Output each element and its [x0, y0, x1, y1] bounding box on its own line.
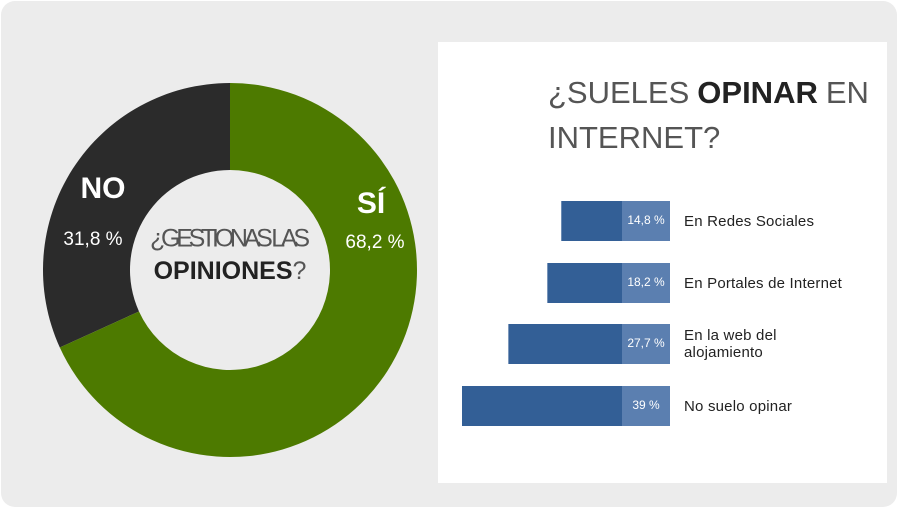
donut-slice [59, 83, 417, 457]
chart-title: ¿SUELES OPINAR EN [548, 75, 869, 110]
value-label-box [622, 386, 670, 426]
donut-chart: NO 31,8 % SÍ 68,2 % ¿GESTIONAS LAS OPINIONES? [42, 83, 417, 457]
center-text-bold: OPINIONES [154, 257, 293, 285]
title-part: OPINAR [697, 75, 818, 110]
slice-value-label: 31,8 % [63, 229, 122, 250]
value-label-box [622, 263, 670, 303]
slice-label: NO [81, 172, 126, 205]
bar-value-label: 39 % [632, 398, 660, 412]
slice-value-label: 68,2 % [345, 232, 404, 253]
bar-value-label: 18,2 % [627, 275, 665, 289]
title-part: ¿SUELES [548, 75, 689, 110]
category-label: En Redes Sociales [684, 212, 815, 230]
bar [462, 386, 622, 426]
value-label-box [622, 324, 670, 364]
center-text: OPINIONES? [154, 257, 307, 285]
center-text: ¿GESTIONAS LAS [150, 225, 310, 253]
bar-value-label: 27,7 % [627, 336, 665, 350]
category-label: En Portales de Internet [684, 274, 843, 292]
bar [508, 324, 622, 364]
center-text-mark: ? [293, 257, 307, 285]
slice-label: SÍ [357, 186, 386, 220]
bar [561, 201, 622, 241]
value-label-box [622, 201, 670, 241]
title-part: EN [826, 75, 869, 110]
category-label: No suelo opinar [684, 397, 793, 415]
category-label: En la web del alojamiento [684, 327, 777, 361]
bar [547, 263, 622, 303]
bar-chart: ¿SUELES OPINAR EN INTERNET? 14,8 % 18,2 % 27,7… [462, 75, 869, 426]
bar-value-label: 14,8 % [627, 213, 665, 227]
chart-title: INTERNET? [548, 120, 720, 155]
donut-slice [42, 83, 230, 348]
